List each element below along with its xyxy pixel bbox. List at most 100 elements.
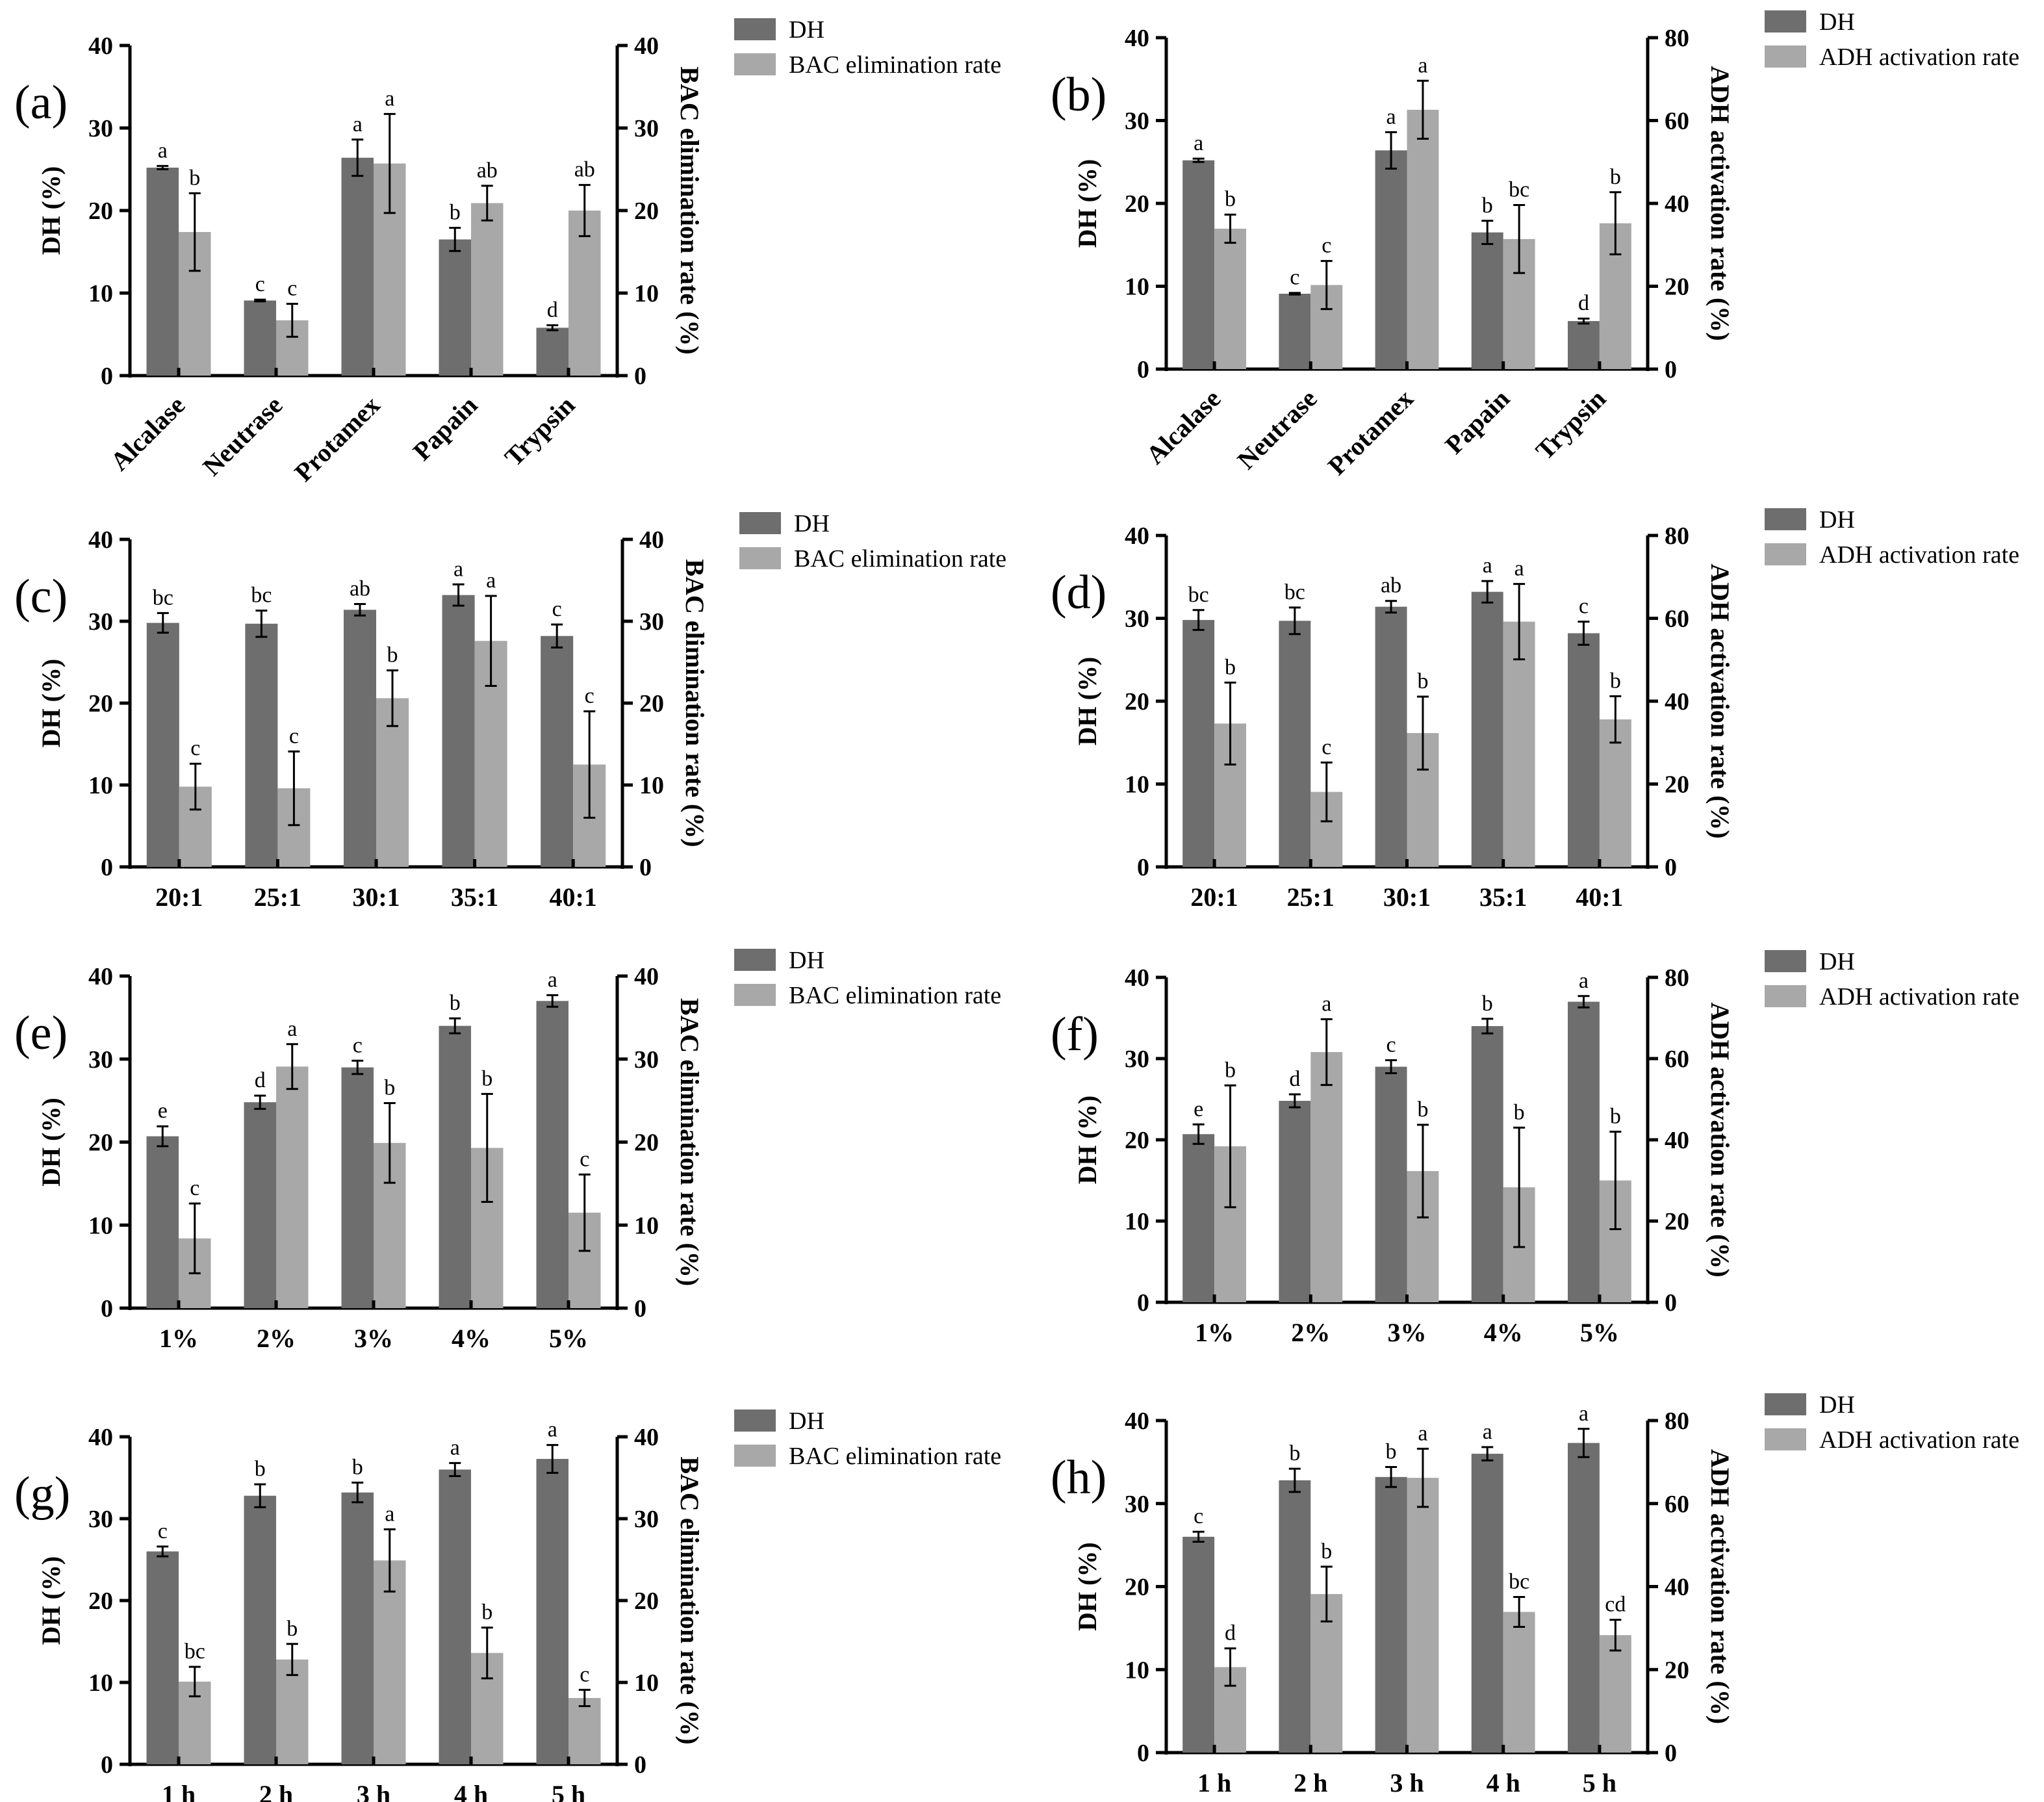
bar-secondary [374, 1560, 406, 1764]
category-label: 1% [159, 1324, 198, 1353]
y2-tick-label: 0 [639, 854, 652, 881]
significance-letter: b [450, 201, 461, 225]
significance-letter: c [255, 272, 265, 296]
y2-axis-title: ADH activation rate (%) [1705, 1002, 1735, 1277]
bar-dh [1182, 1536, 1215, 1753]
significance-letter: ab [477, 159, 498, 183]
significance-letter: a [548, 1418, 557, 1442]
y-axis-title: DH (%) [36, 1098, 66, 1187]
y2-tick-label: 60 [1665, 108, 1689, 135]
y-tick-label: 30 [1125, 606, 1149, 633]
y2-tick-label: 40 [1665, 1574, 1689, 1601]
category-label: Neutrase [1231, 384, 1322, 475]
bar-dh [1567, 1443, 1600, 1753]
legend-swatch [739, 512, 781, 534]
bar-dh [244, 1102, 276, 1308]
y2-tick-label: 40 [1665, 190, 1689, 218]
bar-secondary [1407, 1478, 1439, 1753]
bar-dh [244, 300, 276, 376]
bar-dh [1279, 1480, 1311, 1753]
significance-letter: c [190, 1176, 199, 1200]
bar-dh [439, 239, 471, 376]
significance-letter: a [353, 112, 363, 136]
bar-dh [1471, 1454, 1503, 1753]
bar-dh [146, 1551, 179, 1764]
significance-letter: d [255, 1068, 266, 1092]
bar-secondary [1503, 1612, 1535, 1753]
significance-letter: b [387, 643, 398, 667]
y2-tick-label: 80 [1665, 522, 1689, 550]
significance-letter: bc [1284, 580, 1305, 604]
significance-letter: a [385, 1502, 394, 1526]
y2-tick-label: 0 [634, 1751, 646, 1779]
significance-letter: bc [185, 1640, 205, 1664]
legend-label: BAC elimination rate [789, 1443, 1001, 1470]
y-axis-title: DH (%) [1073, 1096, 1102, 1185]
legend-label: ADH activation rate [1819, 1426, 2019, 1454]
panel-a: (a) 0 10 20 30 40 0 10 20 30 40 DH (%) BAC eliminati… [14, 16, 1001, 487]
bar-dh [1279, 621, 1311, 867]
category-label: 25:1 [254, 882, 301, 912]
legend-swatch [1765, 508, 1806, 530]
y-tick-label: 40 [88, 32, 113, 60]
y-tick-label: 20 [1125, 1574, 1149, 1601]
y-tick-label: 10 [1125, 771, 1149, 799]
significance-letter: a [548, 968, 557, 992]
legend-label: BAC elimination rate [789, 51, 1001, 79]
category-label: 20:1 [1190, 882, 1238, 912]
category-label: Neutrase [197, 391, 288, 482]
significance-letter: b [1225, 1058, 1236, 1082]
significance-letter: b [1417, 669, 1428, 693]
legend-label: DH [794, 510, 830, 537]
category-label: 2% [1291, 1318, 1330, 1347]
y-tick-label: 30 [1125, 1491, 1149, 1518]
y2-tick-label: 40 [1665, 688, 1689, 715]
significance-letter: a [287, 1017, 297, 1041]
category-label: 3 h [1390, 1768, 1424, 1797]
y-tick-label: 20 [1125, 1127, 1149, 1154]
y2-tick-label: 40 [634, 32, 659, 60]
y-tick-label: 40 [88, 963, 113, 990]
panel-label: (h) [1051, 1451, 1106, 1504]
significance-letter: e [1194, 1097, 1203, 1121]
significance-letter: a [486, 569, 496, 593]
panel-b: (b) 0 10 20 30 40 0 20 40 60 80 DH (%) ADH activatio… [1051, 8, 2019, 481]
significance-letter: bc [1509, 1569, 1529, 1593]
panel-e: (e) 0 10 20 30 40 0 10 20 30 40 DH (%) BAC eliminati… [14, 947, 1001, 1353]
significance-letter: e [158, 1099, 168, 1123]
y2-tick-label: 0 [1665, 1289, 1677, 1317]
y-tick-label: 10 [88, 280, 113, 307]
y-tick-label: 30 [88, 115, 113, 142]
significance-letter: b [1386, 1440, 1397, 1464]
y2-tick-label: 80 [1665, 964, 1689, 992]
significance-letter: b [1610, 165, 1621, 189]
bar-dh [1471, 232, 1503, 369]
category-label: 3 h [357, 1780, 390, 1802]
y-axis-title: DH (%) [36, 1556, 66, 1645]
significance-letter: c [287, 277, 297, 301]
y2-axis-title: ADH activation rate (%) [1705, 1449, 1735, 1724]
legend-swatch [734, 1409, 776, 1432]
panel-label: (b) [1051, 68, 1106, 122]
bar-dh [536, 328, 568, 376]
legend-swatch [1765, 45, 1806, 68]
legend-label: DH [789, 1408, 824, 1435]
y-tick-label: 20 [1125, 190, 1149, 218]
bar-dh [1567, 1001, 1600, 1302]
category-label: 35:1 [451, 882, 498, 912]
legend-swatch [1765, 1428, 1806, 1450]
bar-dh [1471, 1026, 1503, 1302]
y2-tick-label: 20 [639, 690, 664, 717]
significance-letter: a [385, 86, 394, 110]
significance-letter: a [1418, 1421, 1427, 1445]
significance-letter: b [481, 1601, 492, 1625]
bar-dh [439, 1469, 471, 1764]
category-label: 3% [1388, 1318, 1427, 1347]
significance-letter: b [1482, 194, 1493, 218]
panel-label: (a) [14, 76, 68, 129]
y2-tick-label: 40 [1665, 1127, 1689, 1154]
significance-letter: bc [251, 584, 272, 608]
y2-tick-label: 40 [634, 1424, 659, 1451]
y-tick-label: 0 [1137, 854, 1149, 881]
y2-tick-label: 10 [634, 280, 659, 307]
